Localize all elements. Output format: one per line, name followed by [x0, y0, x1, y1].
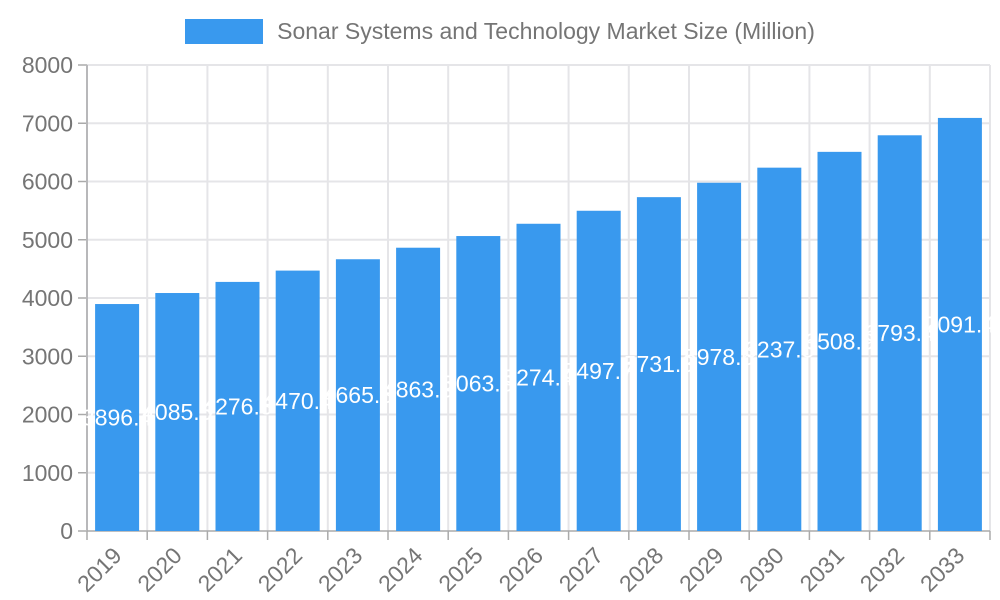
- x-axis-label-2019: 2019: [72, 542, 127, 597]
- bar-2019[interactable]: [95, 304, 140, 531]
- bar-2029[interactable]: [697, 182, 742, 531]
- legend-label: Sonar Systems and Technology Market Size…: [277, 18, 815, 44]
- bar-value-label: 6793.4: [865, 320, 936, 346]
- bar-value-label: 5274.4: [503, 364, 574, 390]
- y-axis-label: 8000: [22, 52, 73, 78]
- y-axis-label: 1000: [22, 460, 73, 486]
- bar-value-label: 5978.6: [684, 344, 754, 370]
- bar-value-label: 4085.5: [142, 399, 212, 425]
- bar-value-label: 3896.4: [82, 405, 153, 431]
- x-axis-label-2024: 2024: [373, 542, 428, 597]
- x-axis-label-2028: 2028: [614, 542, 669, 597]
- x-axis-label-2025: 2025: [433, 542, 488, 597]
- bar-value-label: 4665.3: [323, 382, 393, 408]
- bar-2023[interactable]: [335, 259, 380, 531]
- bar-2032[interactable]: [877, 135, 922, 531]
- x-axis-label-2026: 2026: [493, 542, 548, 597]
- x-axis-label-2020: 2020: [132, 542, 187, 597]
- y-axis-label: 0: [60, 518, 73, 544]
- x-axis-label-2021: 2021: [192, 542, 247, 597]
- x-axis-label-2029: 2029: [674, 542, 729, 597]
- y-axis-label: 2000: [22, 402, 73, 428]
- bar-value-label: 4470.4: [263, 388, 334, 414]
- y-axis-label: 6000: [22, 169, 73, 195]
- y-axis-label: 5000: [22, 227, 73, 253]
- bar-value-label: 4276.3: [202, 393, 272, 419]
- x-axis-label-2033: 2033: [915, 542, 970, 597]
- bar-value-label: 5497.7: [564, 358, 634, 384]
- bar-value-label: 4863.3: [383, 376, 453, 402]
- x-axis-label-2030: 2030: [734, 542, 789, 597]
- bar-2024[interactable]: [396, 247, 441, 531]
- bar-2031[interactable]: [817, 151, 862, 531]
- bar-value-label: 7091.4: [925, 311, 996, 337]
- x-axis-label-2022: 2022: [253, 542, 308, 597]
- bar-2025[interactable]: [456, 236, 501, 532]
- bar-2026[interactable]: [516, 223, 561, 531]
- x-axis-label-2031: 2031: [794, 542, 849, 597]
- y-axis-label: 4000: [22, 285, 73, 311]
- legend-item[interactable]: Sonar Systems and Technology Market Size…: [0, 18, 1000, 45]
- y-axis-label: 3000: [22, 343, 73, 369]
- bar-value-label: 6508.9: [804, 328, 874, 354]
- bar-value-label: 5731.3: [624, 351, 694, 377]
- x-axis-label-2032: 2032: [855, 542, 910, 597]
- legend-swatch: [185, 19, 264, 44]
- bar-2027[interactable]: [576, 210, 621, 531]
- bar-value-label: 5063.6: [443, 371, 513, 397]
- x-axis-label-2023: 2023: [313, 542, 368, 597]
- bar-2030[interactable]: [757, 167, 802, 531]
- bar-2033[interactable]: [937, 117, 982, 531]
- bar-2020[interactable]: [155, 293, 200, 531]
- bar-2022[interactable]: [275, 270, 320, 531]
- y-axis-label: 7000: [22, 110, 73, 136]
- bar-value-label: 6237.5: [744, 336, 814, 362]
- x-axis-label-2027: 2027: [554, 542, 609, 597]
- bar-2028[interactable]: [636, 197, 681, 531]
- bar-2021[interactable]: [215, 281, 260, 531]
